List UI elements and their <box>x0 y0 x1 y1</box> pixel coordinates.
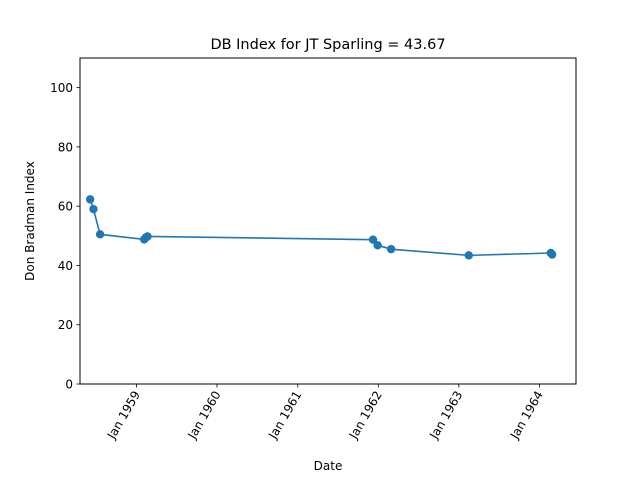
data-point <box>368 235 378 244</box>
y-tick-label: 100 <box>50 81 73 95</box>
data-point <box>85 195 95 204</box>
plot-frame <box>79 57 577 385</box>
y-axis-label: Don Bradman Index <box>23 161 37 281</box>
x-axis-label: Date <box>314 459 343 473</box>
data-point <box>547 250 557 259</box>
y-tick-label: 0 <box>65 378 73 392</box>
y-tick-label: 40 <box>58 259 73 273</box>
data-point <box>464 251 473 260</box>
series-line <box>89 199 553 257</box>
y-tick-label: 20 <box>58 318 73 332</box>
data-point <box>373 241 382 250</box>
y-tick-label: 80 <box>58 140 73 154</box>
y-tick-label: 60 <box>58 200 73 214</box>
data-point <box>143 232 152 241</box>
chart-title: DB Index for JT Sparling = 43.67 <box>210 37 445 53</box>
data-point <box>95 230 105 239</box>
data-point <box>386 244 396 254</box>
data-point <box>89 204 98 214</box>
